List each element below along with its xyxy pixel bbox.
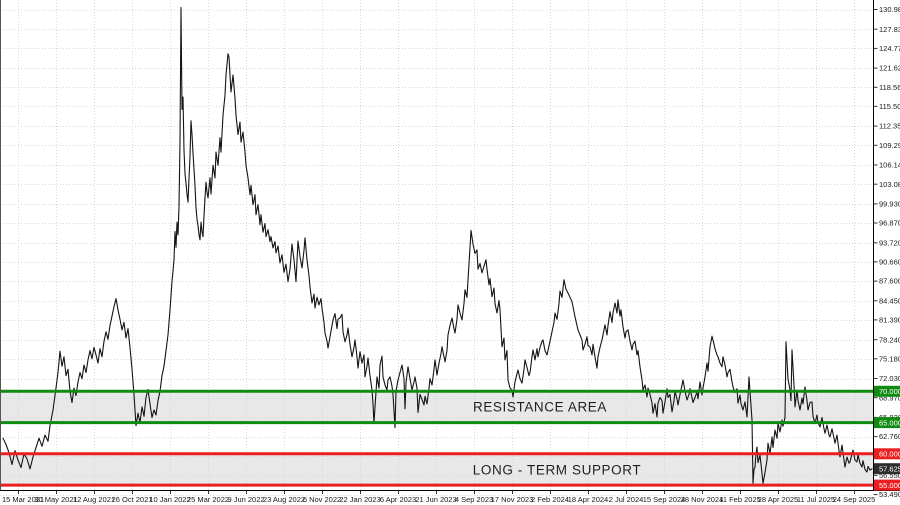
x-axis-label: 11 Feb 2025 <box>719 495 761 504</box>
y-axis-label: 62.760 <box>879 432 900 441</box>
current-price-badge <box>874 463 900 475</box>
x-axis-label: 23 Aug 2022 <box>263 495 305 504</box>
x-axis-label: 2 Jul 2024 <box>609 495 644 504</box>
y-axis-label: 75.180 <box>879 354 900 363</box>
price-level-badge <box>874 385 900 397</box>
y-axis-label: 118.560 <box>879 83 900 92</box>
y-axis-label: 93.720 <box>879 238 900 247</box>
x-axis-label: 17 Nov 2023 <box>491 495 534 504</box>
grid-layer <box>0 0 873 496</box>
price-level-badge <box>874 479 900 491</box>
y-axis-label: 78.240 <box>879 335 900 344</box>
x-axis-label: 10 Jan 2022 <box>149 495 190 504</box>
x-axis-label: 4 Sep 2023 <box>455 495 493 504</box>
support-area-label: LONG - TERM SUPPORT <box>473 463 641 478</box>
x-axis-label: 28 Apr 2025 <box>758 495 798 504</box>
y-axis-label: 96.870 <box>879 219 900 228</box>
x-axis-label: 25 Mar 2022 <box>187 495 229 504</box>
current-price-badge-label: 57.625 <box>879 465 900 474</box>
y-axis-label: 106.140 <box>879 161 900 170</box>
x-axis-label: 15 Sep 2024 <box>643 495 686 504</box>
y-axis-label: 53.490 <box>879 490 900 499</box>
x-axis-label: 28 Nov 2024 <box>681 495 724 504</box>
badge-layer: 70.000 65.000 60.000 55.000 57.625 <box>874 385 900 491</box>
series-layer <box>2 6 873 484</box>
y-axis-label: 84.450 <box>879 296 900 305</box>
resistance-area-label: RESISTANCE AREA <box>473 400 607 415</box>
level-lines-layer <box>0 389 873 487</box>
x-axis-label: 22 Jan 2023 <box>339 495 380 504</box>
x-axis-label: 15 Mar 2021 <box>2 495 44 504</box>
y-axis-label: 115.500 <box>879 102 900 111</box>
y-axis-label: 68.970 <box>879 393 900 402</box>
x-axis-label: 21 Jun 2023 <box>415 495 456 504</box>
y-axis-label: 87.600 <box>879 277 900 286</box>
x-axis-label: 2 Feb 2024 <box>531 495 569 504</box>
y-axis-label: 56.550 <box>879 471 900 480</box>
price-level-badge-label: 55.000 <box>879 481 900 490</box>
price-level-badge-label: 60.000 <box>879 450 900 459</box>
x-axis-label: 9 Jun 2022 <box>227 495 264 504</box>
x-axis-label: 11 Jul 2025 <box>797 495 835 504</box>
x-axis-label: 6 Apr 2023 <box>380 495 416 504</box>
y-axis-label: 130.980 <box>879 5 900 14</box>
x-axis-label: 30 May 2021 <box>34 495 77 504</box>
zone-text-layer: RESISTANCE AREA LONG - TERM SUPPORT <box>473 400 641 478</box>
y-axis-label: 112.350 <box>879 122 900 131</box>
y-axis-label: 99.930 <box>879 200 900 209</box>
x-axis-label: 18 Apr 2024 <box>568 495 608 504</box>
x-axis-label: 24 Sep 2025 <box>833 495 876 504</box>
y-axis-label: 81.390 <box>879 316 900 325</box>
y-axis-label: 124.770 <box>879 44 900 53</box>
y-axis-label: 103.080 <box>879 180 900 189</box>
price-level-badge-label: 65.000 <box>879 418 900 427</box>
price-series-line <box>2 6 873 484</box>
x-axis-label: 12 Aug 2021 <box>73 495 115 504</box>
y-axis-label: 121.620 <box>879 64 900 73</box>
y-axis-label: 90.660 <box>879 258 900 267</box>
price-level-badge <box>874 417 900 429</box>
y-axis-label: 127.830 <box>879 25 900 34</box>
price-level-badge <box>874 448 900 460</box>
y-axis-label: 72.030 <box>879 374 900 383</box>
x-axis-label: 26 Oct 2021 <box>112 495 153 504</box>
x-axis-label: 6 Nov 2022 <box>303 495 341 504</box>
y-axis-label: 109.290 <box>879 141 900 150</box>
price-level-badge-label: 70.000 <box>879 387 900 396</box>
